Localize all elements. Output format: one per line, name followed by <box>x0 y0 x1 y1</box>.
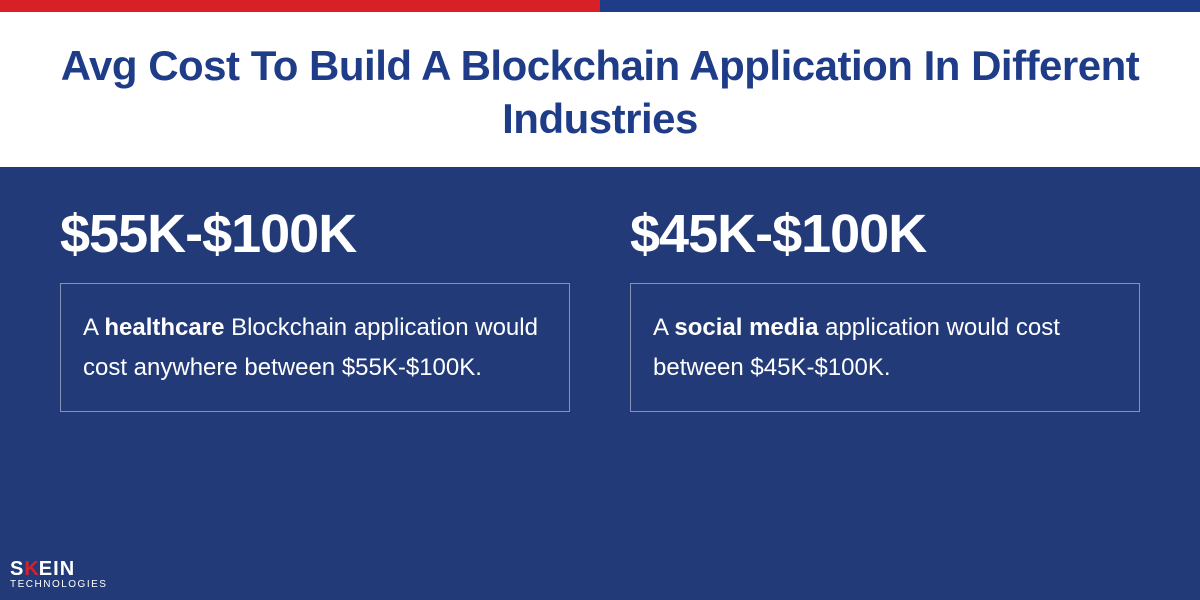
desc-prefix: A <box>653 314 674 341</box>
top-accent-bar <box>0 0 1200 12</box>
logo-part2: K <box>24 558 38 580</box>
infographic-container: Avg Cost To Build A Blockchain Applicati… <box>0 0 1200 600</box>
cost-range: $45K-$100K <box>630 203 1140 265</box>
logo-main-line: SKEIN <box>10 559 107 580</box>
logo-part1: S <box>10 558 24 580</box>
desc-bold: social media <box>674 314 818 341</box>
cost-range: $55K-$100K <box>60 203 570 265</box>
header: Avg Cost To Build A Blockchain Applicati… <box>0 12 1200 167</box>
cost-description-box: A social media application would cost be… <box>630 283 1140 412</box>
desc-prefix: A <box>83 314 104 341</box>
body-section: $55K-$100K A healthcare Blockchain appli… <box>0 167 1200 600</box>
cost-card-social-media: $45K-$100K A social media application wo… <box>630 203 1140 570</box>
top-bar-red <box>0 0 600 12</box>
logo-sub: TECHNOLOGIES <box>10 580 107 591</box>
page-title: Avg Cost To Build A Blockchain Applicati… <box>40 40 1160 145</box>
logo-part3: EIN <box>39 558 75 580</box>
desc-bold: healthcare <box>104 314 224 341</box>
brand-logo: SKEIN TECHNOLOGIES <box>10 559 107 591</box>
cost-description-box: A healthcare Blockchain application woul… <box>60 283 570 412</box>
top-bar-navy <box>600 0 1200 12</box>
cost-card-healthcare: $55K-$100K A healthcare Blockchain appli… <box>60 203 570 570</box>
